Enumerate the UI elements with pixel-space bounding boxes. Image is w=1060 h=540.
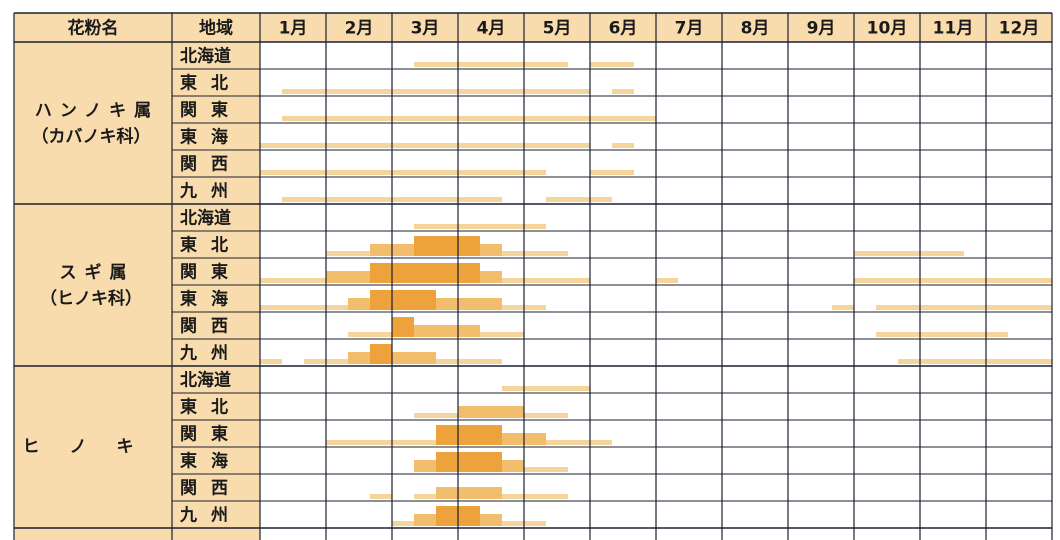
pollen-bar	[260, 359, 282, 364]
pollen-bar	[546, 440, 612, 445]
pollen-bar	[876, 332, 1008, 337]
header-cell: 花粉名	[68, 18, 119, 39]
pollen-bar	[392, 317, 414, 337]
region-label: 東海	[180, 127, 242, 148]
pollen-bar	[436, 487, 502, 499]
pollen-bar	[260, 170, 546, 175]
pollen-bar	[370, 290, 436, 310]
region-label: 東海	[180, 289, 242, 310]
pollen-name: スギ属	[60, 263, 135, 283]
pollen-bar	[414, 325, 480, 337]
month-header: 12月	[999, 19, 1040, 39]
pollen-bar	[348, 352, 370, 364]
region-label: 関西	[180, 317, 242, 337]
region-label: 関東	[180, 262, 242, 283]
region-label: 東北	[180, 235, 242, 256]
region-label: 九州	[179, 344, 242, 364]
pollen-family: （ヒノキ科）	[40, 288, 142, 309]
pollen-bar	[414, 62, 568, 67]
month-header: 10月	[867, 19, 908, 39]
pollen-bar	[414, 514, 436, 526]
pollen-bar	[414, 494, 436, 499]
region-label: 関西	[180, 479, 242, 499]
pollen-bar	[260, 305, 348, 310]
month-header: 9月	[807, 19, 836, 39]
pollen-bar	[546, 197, 612, 202]
pollen-family: （カバノキ科）	[32, 126, 151, 147]
month-header: 8月	[741, 19, 770, 39]
pollen-bar	[436, 359, 502, 364]
header-bg	[14, 13, 1052, 42]
pollen-bar	[370, 344, 392, 364]
pollen-bar	[480, 514, 502, 526]
pollen-bar	[656, 278, 678, 283]
pollen-bar	[480, 271, 502, 283]
pollen-bar	[502, 386, 590, 391]
pollen-bar	[502, 251, 568, 256]
pollen-bar	[480, 244, 502, 256]
region-label: 北海道	[180, 370, 231, 391]
pollen-bar	[458, 406, 524, 418]
pollen-bar	[326, 271, 370, 283]
pollen-bar	[348, 332, 392, 337]
pollen-bar	[370, 494, 392, 499]
region-label: 関西	[180, 155, 242, 175]
month-header: 6月	[609, 19, 638, 39]
region-label: 東北	[180, 397, 242, 418]
pollen-bar	[854, 278, 1052, 283]
pollen-bar	[524, 413, 568, 418]
month-header: 11月	[933, 19, 974, 39]
pollen-bar	[832, 305, 854, 310]
region-label: 北海道	[180, 46, 231, 67]
pollen-bar	[282, 89, 590, 94]
pollen-bar	[436, 425, 502, 445]
pollen-bar	[436, 452, 502, 472]
pollen-bar	[260, 278, 326, 283]
region-label: 関東	[180, 100, 242, 121]
month-header: 5月	[543, 19, 572, 39]
pollen-bar	[392, 352, 436, 364]
month-header: 1月	[279, 19, 308, 39]
pollen-bar	[876, 305, 1052, 310]
pollen-bar	[326, 251, 370, 256]
pollen-bar	[260, 143, 590, 148]
pollen-bar	[524, 467, 568, 472]
pollen-bar	[392, 521, 414, 526]
region-label: 関東	[180, 424, 242, 445]
pollen-bar	[414, 236, 480, 256]
region-label: 九州	[179, 506, 242, 526]
pollen-bar	[502, 494, 568, 499]
pollen-name: ハンノキ属	[35, 101, 159, 121]
label-bg	[14, 42, 260, 540]
pollen-bar	[414, 413, 458, 418]
region-label: 東海	[180, 451, 242, 472]
region-label: 九州	[179, 182, 242, 202]
pollen-bar	[898, 359, 1052, 364]
pollen-bar	[414, 460, 436, 472]
month-header: 3月	[411, 19, 440, 39]
pollen-bar	[612, 89, 634, 94]
pollen-bar	[326, 440, 436, 445]
pollen-bar	[502, 460, 524, 472]
pollen-bar	[282, 116, 656, 121]
month-header: 2月	[345, 19, 374, 39]
pollen-name: ヒノキ	[23, 437, 164, 457]
pollen-bar	[502, 278, 590, 283]
pollen-bar	[854, 251, 964, 256]
pollen-bar	[370, 263, 480, 283]
region-label: 北海道	[180, 208, 231, 229]
pollen-bar	[480, 332, 524, 337]
pollen-bar	[414, 224, 546, 229]
month-header: 7月	[675, 19, 704, 39]
pollen-bar	[590, 170, 634, 175]
header-cell: 地域	[199, 18, 233, 39]
region-label: 東北	[180, 73, 242, 94]
pollen-bar	[436, 298, 502, 310]
pollen-bar	[348, 298, 370, 310]
pollen-bar	[612, 143, 634, 148]
pollen-bar	[590, 62, 634, 67]
month-header: 4月	[477, 19, 506, 39]
